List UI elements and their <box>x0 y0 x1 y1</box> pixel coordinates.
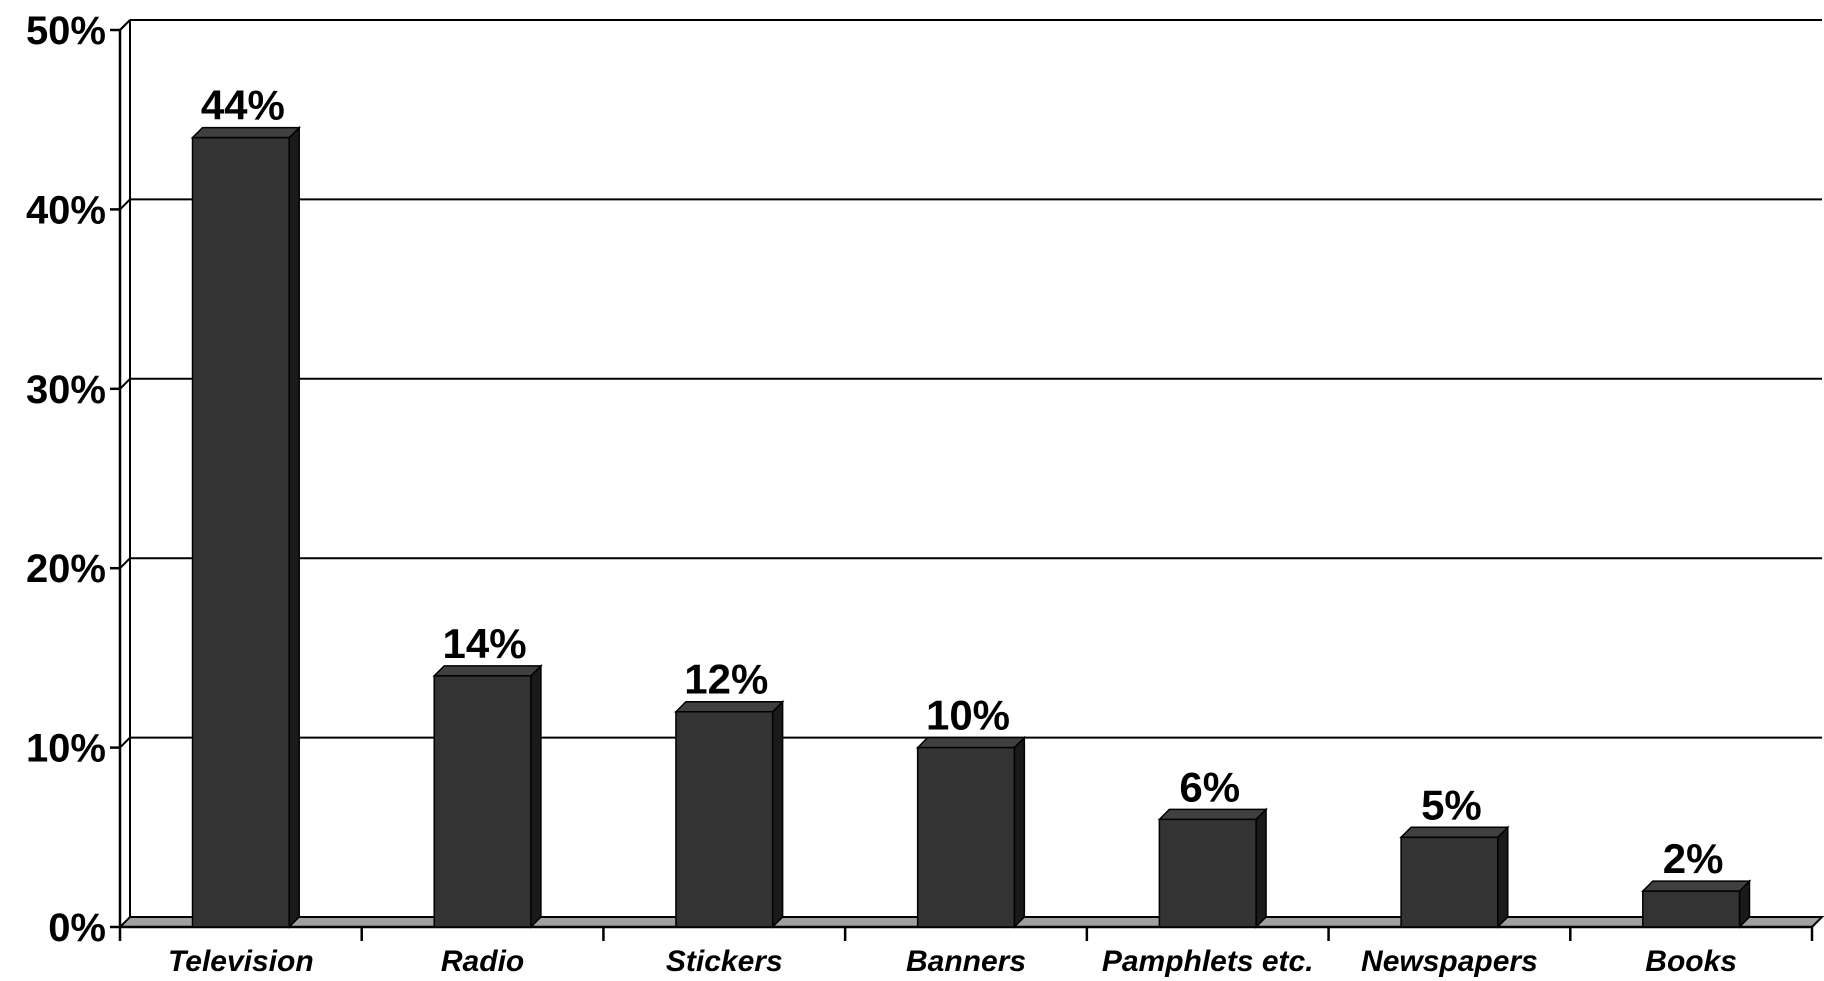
bar-side-face <box>771 699 784 929</box>
y-tick-label: 40% <box>26 188 106 232</box>
bar-front-face <box>433 675 532 928</box>
x-category-label: Stickers <box>666 945 783 978</box>
gridline-connector <box>119 198 131 211</box>
bar-side-face <box>1013 735 1026 929</box>
bar-top-face <box>1157 808 1268 821</box>
y-tick-label: 10% <box>26 727 106 771</box>
gridline-connector <box>119 378 131 390</box>
bar-front-face <box>1158 818 1257 928</box>
data-label: 2% <box>1663 835 1724 882</box>
x-category-label: Television <box>168 945 314 978</box>
data-label: 12% <box>684 656 768 703</box>
x-category-label: Pamphlets etc. <box>1102 945 1314 978</box>
gridline-connector <box>119 736 131 749</box>
side-wall-top-edge <box>119 19 131 31</box>
bar-front-face <box>916 746 1016 928</box>
x-category-label: Newspapers <box>1361 945 1538 978</box>
y-tick-label: 50% <box>26 9 106 53</box>
bar-front-face <box>1400 836 1499 928</box>
data-label: 10% <box>926 692 1010 739</box>
x-category-label: Banners <box>906 945 1026 978</box>
bar-side-face <box>1255 807 1267 929</box>
y-tick-label: 30% <box>26 368 106 412</box>
bar-side-face <box>530 664 542 929</box>
data-label: 5% <box>1421 781 1482 828</box>
bar-front-face <box>675 710 774 928</box>
data-label: 14% <box>443 620 527 667</box>
y-tick-label: 0% <box>48 906 106 950</box>
bar-top-face <box>432 665 543 677</box>
x-category-label: Books <box>1645 945 1737 978</box>
grid-layer <box>119 19 1822 749</box>
labels: 0% 10% 20% 30% 40% 50% 44% Television 14% Radio 12… <box>26 9 1737 978</box>
bar-front-face <box>1642 890 1741 928</box>
bar <box>190 125 302 929</box>
bar-side-face <box>288 125 300 929</box>
bar <box>432 664 543 929</box>
bar-side-face <box>1497 825 1509 929</box>
x-category-label: Radio <box>441 945 524 978</box>
gridline-connector <box>119 557 131 569</box>
bars <box>190 125 1752 929</box>
bar-top-face <box>190 126 302 139</box>
data-label: 6% <box>1179 763 1240 810</box>
y-tick-label: 20% <box>26 547 106 591</box>
bar-top-face <box>674 700 785 713</box>
bar <box>915 735 1027 929</box>
bar <box>674 699 785 929</box>
bar-top-face <box>915 736 1027 749</box>
bar <box>1640 879 1752 929</box>
bar-top-face <box>1399 826 1510 839</box>
bar <box>1399 825 1510 929</box>
bar-front-face <box>191 136 290 928</box>
data-label: 44% <box>201 82 285 129</box>
bar-top-face <box>1640 880 1752 892</box>
bar <box>1157 807 1268 929</box>
